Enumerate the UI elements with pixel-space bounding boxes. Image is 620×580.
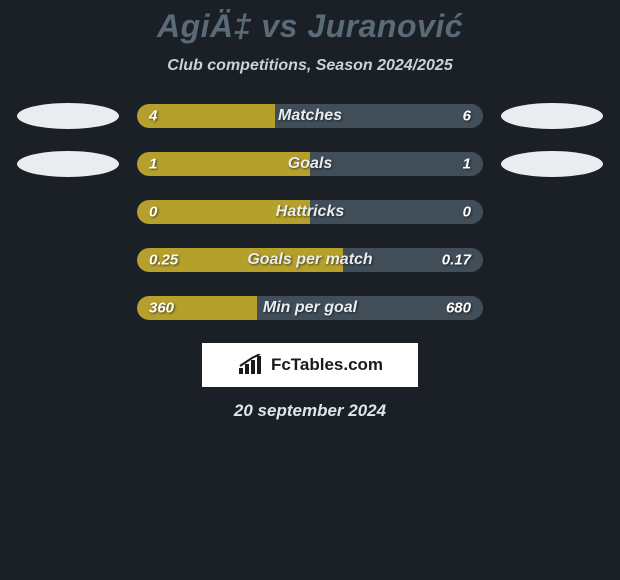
- player-right-marker: [501, 247, 603, 273]
- stat-bar: 0.25 0.17 Goals per match: [137, 248, 483, 272]
- stat-bar: 1 1 Goals: [137, 152, 483, 176]
- player-left-marker: [17, 295, 119, 321]
- stat-label: Hattricks: [276, 203, 344, 221]
- stat-value-right: 0.17: [442, 252, 471, 269]
- brand-box: FcTables.com: [202, 343, 418, 387]
- stat-value-left: 4: [149, 108, 157, 125]
- stats-list: 4 6 Matches 1 1 Goals 0 0 Hattricks 0.25 0.17 Goals…: [0, 103, 620, 321]
- player-right-marker: [501, 103, 603, 129]
- stat-value-right: 1: [463, 156, 471, 173]
- stat-bar: 0 0 Hattricks: [137, 200, 483, 224]
- stat-value-left: 0.25: [149, 252, 178, 269]
- player-left-marker: [17, 103, 119, 129]
- brand-label: FcTables.com: [271, 355, 383, 375]
- player-left-marker: [17, 151, 119, 177]
- stat-bar: 360 680 Min per goal: [137, 296, 483, 320]
- stat-row: 4 6 Matches: [0, 103, 620, 129]
- stat-label: Matches: [278, 107, 342, 125]
- stat-label: Goals per match: [247, 251, 372, 269]
- stat-value-right: 0: [463, 204, 471, 221]
- bar-left-fill: [137, 152, 310, 176]
- bar-left-fill: [137, 104, 275, 128]
- stat-value-left: 1: [149, 156, 157, 173]
- stat-value-right: 680: [446, 300, 471, 317]
- stat-row: 0 0 Hattricks: [0, 199, 620, 225]
- stat-bar: 4 6 Matches: [137, 104, 483, 128]
- player-left-marker: [17, 247, 119, 273]
- player-right-marker: [501, 295, 603, 321]
- chart-icon: [237, 354, 265, 376]
- stat-row: 0.25 0.17 Goals per match: [0, 247, 620, 273]
- page-subtitle: Club competitions, Season 2024/2025: [0, 57, 620, 75]
- stat-value-left: 360: [149, 300, 174, 317]
- player-right-marker: [501, 151, 603, 177]
- stat-label: Goals: [288, 155, 332, 173]
- comparison-card: AgiÄ‡ vs Juranović Club competitions, Se…: [0, 0, 620, 421]
- player-right-marker: [501, 199, 603, 225]
- stat-row: 360 680 Min per goal: [0, 295, 620, 321]
- player-left-marker: [17, 199, 119, 225]
- stat-value-right: 6: [463, 108, 471, 125]
- stat-value-left: 0: [149, 204, 157, 221]
- snapshot-date: 20 september 2024: [0, 401, 620, 421]
- bar-right-fill: [310, 152, 483, 176]
- stat-label: Min per goal: [263, 299, 357, 317]
- page-title: AgiÄ‡ vs Juranović: [0, 8, 620, 45]
- stat-row: 1 1 Goals: [0, 151, 620, 177]
